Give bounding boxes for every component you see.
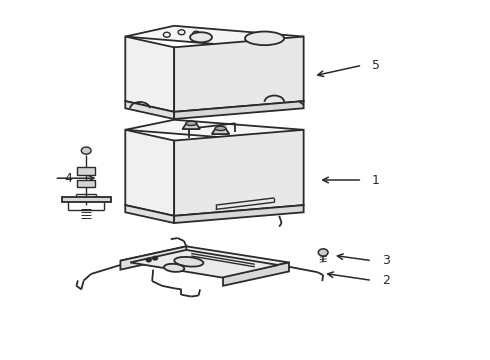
Polygon shape <box>125 26 304 47</box>
Text: 3: 3 <box>382 254 390 267</box>
Polygon shape <box>125 205 174 223</box>
Circle shape <box>147 258 151 262</box>
Polygon shape <box>121 246 186 270</box>
Circle shape <box>81 147 91 154</box>
Ellipse shape <box>245 32 284 45</box>
FancyBboxPatch shape <box>77 180 95 187</box>
Polygon shape <box>182 123 200 129</box>
Text: 5: 5 <box>372 59 380 72</box>
Polygon shape <box>125 37 174 112</box>
Text: 2: 2 <box>382 274 390 287</box>
FancyBboxPatch shape <box>77 167 95 175</box>
Polygon shape <box>174 101 304 119</box>
Polygon shape <box>62 197 111 202</box>
Circle shape <box>318 249 328 256</box>
Text: 1: 1 <box>372 174 380 186</box>
Polygon shape <box>125 101 174 119</box>
Polygon shape <box>130 250 278 278</box>
Text: 4: 4 <box>64 172 72 185</box>
Ellipse shape <box>174 257 203 267</box>
Polygon shape <box>174 130 304 216</box>
Ellipse shape <box>164 264 184 272</box>
Ellipse shape <box>190 32 212 42</box>
Ellipse shape <box>186 121 196 126</box>
Polygon shape <box>125 120 304 140</box>
Polygon shape <box>223 262 289 286</box>
Polygon shape <box>121 246 289 277</box>
Polygon shape <box>212 129 229 134</box>
Polygon shape <box>174 37 304 112</box>
Polygon shape <box>125 130 174 216</box>
Ellipse shape <box>215 126 226 131</box>
Circle shape <box>153 256 158 260</box>
Polygon shape <box>174 205 304 223</box>
